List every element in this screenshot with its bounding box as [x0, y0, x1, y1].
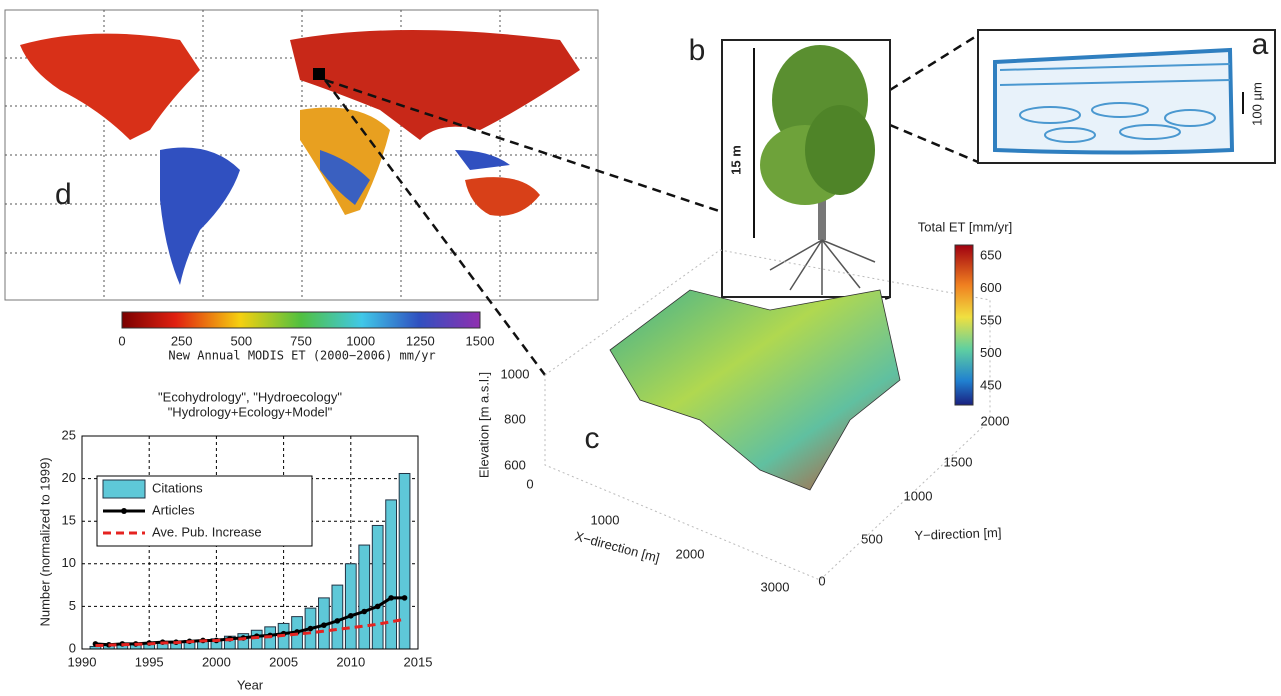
- page: d New Annual MODIS ET (2000−2006) mm/yr …: [0, 0, 1281, 696]
- et-colorbar: [955, 245, 973, 405]
- x-tick-label: 1000: [591, 512, 620, 527]
- x-tick-label: 2000: [676, 546, 705, 561]
- colorbar-tick-label: 1000: [346, 333, 375, 348]
- map-colorbar-title: New Annual MODIS ET (2000−2006) mm/yr: [168, 349, 435, 363]
- colorbar-tick-label: 0: [118, 333, 125, 348]
- tree-panel: 15 m b: [689, 34, 890, 297]
- y-tick-label: 20: [62, 470, 76, 485]
- y-axis-label: Y−direction [m]: [914, 525, 1002, 543]
- colorbar-tick-label: 500: [230, 333, 252, 348]
- bar: [345, 564, 356, 649]
- chart-title: "Ecohydrology", "Hydroecology": [158, 389, 342, 404]
- z-axis-label: Elevation [m a.s.l.]: [476, 372, 491, 478]
- marker: [308, 626, 314, 632]
- marker: [335, 618, 341, 624]
- y-axis-label: Number (normalized to 1999): [37, 457, 52, 626]
- bar: [251, 630, 262, 649]
- citation-chart: "Ecohydrology", "Hydroecology" "Hydrolog…: [37, 389, 432, 692]
- colorbar-tick-label: 1500: [466, 333, 495, 348]
- colorbar-tick-label: 750: [290, 333, 312, 348]
- y-tick-label: 25: [62, 427, 76, 442]
- legend-label: Articles: [152, 502, 195, 517]
- colorbar-title: Total ET [mm/yr]: [918, 219, 1012, 234]
- y-tick-label: 2000: [981, 413, 1010, 428]
- x-tick-label: 2010: [336, 654, 365, 669]
- colorbar-tick-label: 600: [980, 280, 1002, 295]
- map-colorbar: [122, 312, 480, 328]
- legend-label: Ave. Pub. Increase: [152, 524, 262, 539]
- colorbar-tick-label: 550: [980, 312, 1002, 327]
- x-axis-label: Year: [237, 677, 264, 692]
- site-marker: [313, 68, 325, 80]
- bar: [386, 500, 397, 649]
- legend-label: Citations: [152, 480, 203, 495]
- bar: [399, 473, 410, 649]
- x-axis-label: X−direction [m]: [573, 528, 661, 565]
- marker: [321, 622, 327, 628]
- x-tick-label: 2000: [202, 654, 231, 669]
- panel-label: c: [585, 422, 600, 455]
- x-tick-label: 1990: [68, 654, 97, 669]
- legend-marker: [121, 508, 127, 514]
- y-tick-label: 10: [62, 555, 76, 570]
- map-panel: d New Annual MODIS ET (2000−2006) mm/yr: [5, 10, 598, 363]
- marker: [361, 609, 367, 615]
- y-tick-label: 500: [861, 531, 883, 546]
- bar: [372, 525, 383, 649]
- y-tick-label: 0: [69, 640, 76, 655]
- y-tick-label: 5: [69, 598, 76, 613]
- y-tick-label: 0: [818, 573, 825, 588]
- figure: d New Annual MODIS ET (2000−2006) mm/yr …: [0, 0, 1281, 696]
- colorbar-tick-label: 650: [980, 247, 1002, 262]
- marker: [348, 613, 354, 619]
- marker: [402, 595, 408, 601]
- legend-swatch: [103, 480, 145, 498]
- y-tick-label: 1000: [904, 488, 933, 503]
- colorbar-tick-label: 1250: [406, 333, 435, 348]
- scale-label: 100 µm: [1249, 82, 1264, 126]
- bar: [332, 585, 343, 649]
- y-tick-label: 1500: [944, 454, 973, 469]
- x-tick-label: 1995: [135, 654, 164, 669]
- y-tick-label: 15: [62, 513, 76, 528]
- leaf-panel: 100 µm a: [978, 28, 1275, 163]
- colorbar-tick-label: 450: [980, 377, 1002, 392]
- surface: [610, 290, 900, 490]
- bar: [359, 545, 370, 649]
- colorbar-tick-label: 500: [980, 345, 1002, 360]
- x-tick-label: 2015: [404, 654, 433, 669]
- z-tick-label: 1000: [501, 366, 530, 381]
- x-tick-label: 0: [526, 476, 533, 491]
- panel-label: b: [689, 34, 706, 67]
- z-tick-label: 800: [504, 411, 526, 426]
- marker: [388, 595, 394, 601]
- panel-label: d: [55, 178, 72, 211]
- x-tick-label: 2005: [269, 654, 298, 669]
- chart-title: "Hydrology+Ecology+Model": [168, 404, 333, 419]
- scale-label: 15 m: [728, 145, 743, 175]
- colorbar-tick-label: 250: [171, 333, 193, 348]
- z-tick-label: 600: [504, 457, 526, 472]
- panel-label: a: [1252, 28, 1269, 61]
- marker: [375, 604, 381, 610]
- x-tick-label: 3000: [761, 579, 790, 594]
